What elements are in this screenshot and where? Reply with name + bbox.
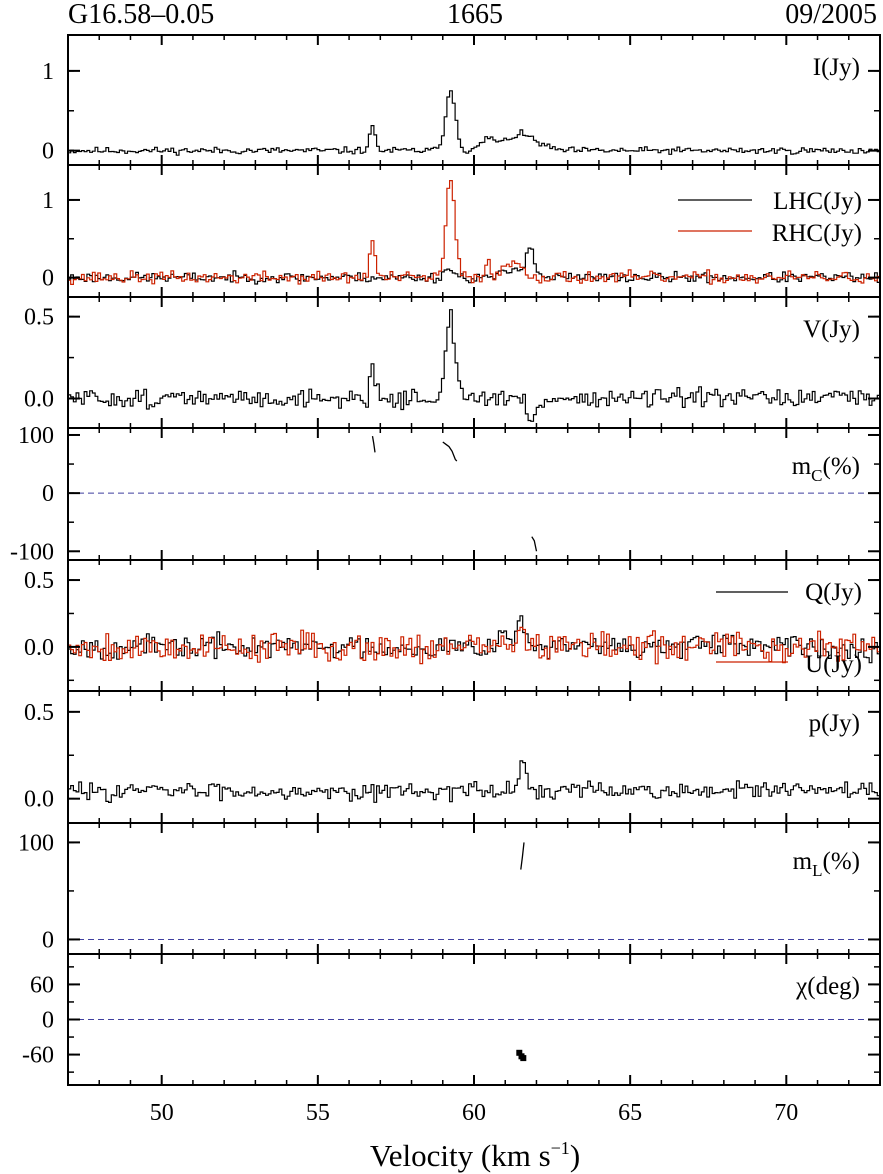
chart-frequency: 1665	[447, 0, 503, 30]
legend-label-q: Q(Jy)	[805, 579, 862, 606]
plot-area-chi	[68, 1019, 880, 1062]
ytick-label-chi-1: 0	[42, 1008, 54, 1034]
ytick-label-mL-0: 0	[42, 927, 54, 953]
xtick-label-4: 70	[774, 1100, 798, 1126]
point-chi-0	[516, 1049, 523, 1056]
panel-label-p: p(Jy)	[809, 710, 860, 737]
legend-label-lhc: LHC(Jy)	[773, 188, 862, 215]
plot-area-I	[68, 90, 880, 156]
panel-V: 0.0 0.5 V(Jy)	[24, 296, 881, 429]
ytick-label-chi-2: 60	[30, 972, 54, 998]
xtick-label-3: 65	[618, 1100, 642, 1126]
ytick-label-V-1: 0.5	[24, 305, 54, 331]
series-QU-U(Jy)	[68, 626, 880, 665]
ytick-label-QU-0: 0.0	[24, 635, 54, 661]
frame-V	[67, 296, 881, 429]
frame-p	[67, 690, 881, 824]
frame-mL	[67, 822, 881, 955]
segment-mc-0	[371, 435, 376, 453]
panel-p: 0.0 0.5 p(Jy)	[24, 690, 881, 824]
plot-area-QU	[68, 615, 880, 665]
chart-source-name: G16.58–0.05	[68, 0, 214, 30]
ytick-label-chi-0: -60	[22, 1043, 54, 1069]
ytick-label-V-0: 0.0	[24, 387, 54, 413]
xtick-label-2: 60	[462, 1100, 486, 1126]
panel-mc: -100 0 100 mC(%)	[10, 423, 881, 565]
x-axis-title: Velocity (km s−1)	[370, 1138, 580, 1173]
panel-I: 0 1 I(Jy)	[42, 34, 881, 166]
ytick-label-p-0: 0.0	[24, 787, 54, 813]
segment-mL-0	[520, 842, 525, 870]
series-V-black	[68, 309, 880, 422]
point-chi-2	[520, 1055, 527, 1062]
plot-area-p	[68, 760, 880, 803]
x-axis: 50 55 60 65 70	[150, 1100, 799, 1126]
panel-label-I: I(Jy)	[813, 54, 860, 81]
frame-mc	[67, 427, 881, 561]
chart-panels: 0 1 I(Jy) 0 1 LHC(Jy) RHC(Jy) 0.0 0.5 V(Jy) -100 0 1…	[10, 34, 881, 1086]
ytick-label-LR-1: 1	[42, 188, 54, 214]
ytick-label-mc-1: 0	[42, 481, 54, 507]
ytick-label-mc-0: -100	[10, 539, 54, 565]
series-p-black	[68, 760, 880, 803]
segment-mc-2	[531, 536, 538, 552]
ytick-label-QU-1: 0.5	[24, 568, 54, 594]
panel-LR: 0 1 LHC(Jy) RHC(Jy)	[42, 164, 881, 298]
plot-area-mc	[68, 435, 880, 552]
xtick-label-1: 55	[306, 1100, 330, 1126]
frame-QU	[67, 559, 881, 692]
plot-area-V	[68, 309, 880, 422]
panel-mL: 0 100 mL(%)	[18, 822, 881, 955]
series-I-black	[68, 90, 880, 156]
ytick-label-mc-2: 100	[18, 423, 54, 449]
panel-label-mc: mC(%)	[792, 453, 860, 485]
panel-chi: -60 0 60 χ(deg)	[22, 953, 881, 1086]
panel-label-chi: χ(deg)	[795, 973, 860, 1000]
legend-label-u: U(Jy)	[805, 651, 862, 678]
panel-label-V: V(Jy)	[803, 316, 860, 343]
frame-I	[67, 34, 881, 166]
ytick-label-LR-0: 0	[42, 266, 54, 292]
ytick-label-I-0: 0	[42, 139, 54, 165]
panel-QU: 0.0 0.5 Q(Jy) U(Jy)	[24, 559, 881, 692]
plot-area-mL	[68, 842, 880, 940]
legend-label-rhc: RHC(Jy)	[772, 220, 862, 247]
plot-area-LR	[68, 180, 880, 285]
chart-epoch: 09/2005	[785, 0, 877, 30]
xtick-label-0: 50	[150, 1100, 174, 1126]
ytick-label-p-1: 0.5	[24, 700, 54, 726]
series-LR-RHC(Jy)	[68, 180, 880, 285]
panel-label-mL: mL(%)	[793, 848, 860, 880]
segment-mc-1	[442, 441, 458, 462]
ytick-label-I-1: 1	[42, 59, 54, 85]
ytick-label-mL-1: 100	[18, 830, 54, 856]
